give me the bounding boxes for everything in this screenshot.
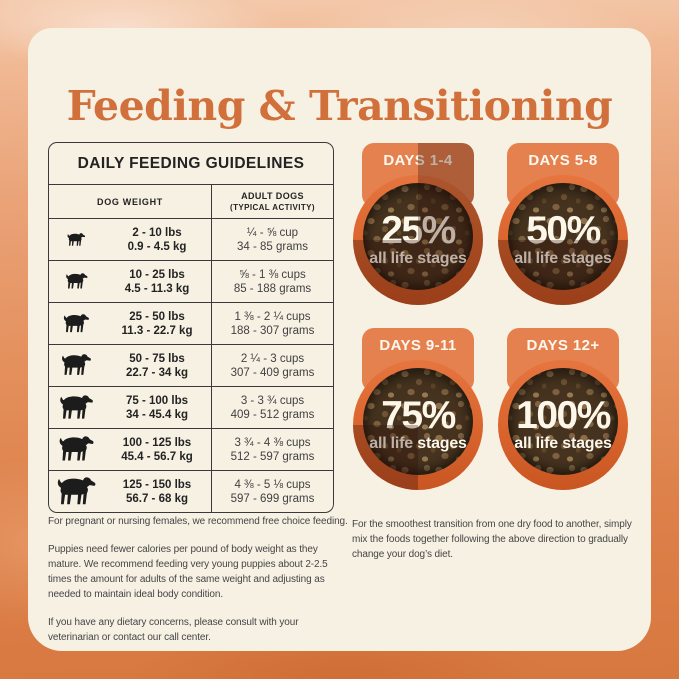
column-header-dog-weight: DOG WEIGHT	[49, 185, 212, 218]
serving-cups: ⅝ - 1 ⅜ cups	[239, 268, 306, 281]
dog-icon	[49, 394, 103, 421]
serving-grams: 597 - 699 grams	[230, 492, 315, 505]
percent-label: 100%	[516, 394, 611, 437]
bowl-text: 50% all life stages	[498, 211, 628, 268]
dog-icon	[49, 313, 103, 334]
serving-grams: 34 - 85 grams	[237, 240, 308, 253]
weight-kg: 45.4 - 56.7 kg	[121, 450, 193, 463]
kibble-texture	[508, 368, 618, 475]
serving-cups: 3 ¾ - 4 ⅜ cups	[234, 436, 311, 449]
table-row: 10 - 25 lbs 4.5 - 11.3 kg ⅝ - 1 ⅜ cups 85 …	[49, 261, 333, 303]
bowl-text: 25% all life stages	[353, 211, 483, 268]
serving-grams: 307 - 409 grams	[230, 366, 315, 379]
dog-icon	[49, 232, 103, 247]
bowl-text: 75% all life stages	[353, 396, 483, 453]
kibble-bowl: 25% all life stages	[353, 175, 483, 305]
transition-bowls-grid: DAYS 1-4 25% all life stages DAYS 5-8	[348, 143, 636, 490]
weight-kg: 11.3 - 22.7 kg	[121, 324, 193, 337]
table-row: 50 - 75 lbs 22.7 - 34 kg 2 ¼ - 3 cups 307 …	[49, 345, 333, 387]
table-header-row: DOG WEIGHT ADULT DOGS (TYPICAL ACTIVITY)	[49, 185, 333, 219]
weight-kg: 0.9 - 4.5 kg	[127, 240, 187, 253]
footnote-puppies: Puppies need fewer calories per pound of…	[48, 544, 328, 600]
table-row: 125 - 150 lbs 56.7 - 68 kg 4 ⅜ - 5 ⅛ cups…	[49, 471, 333, 512]
table-row: 2 - 10 lbs 0.9 - 4.5 kg ¼ - ⅝ cup 34 - 85 …	[49, 219, 333, 261]
serving-cups: 2 ¼ - 3 cups	[240, 352, 305, 365]
column-header-adult-dogs: ADULT DOGS (TYPICAL ACTIVITY)	[212, 185, 333, 218]
transition-footnote: For the smoothest transition from one dr…	[352, 517, 646, 575]
days-label: DAYS 1-4	[362, 152, 474, 169]
typical-activity-label: (TYPICAL ACTIVITY)	[230, 202, 315, 212]
serving-cups: 3 - 3 ¾ cups	[240, 394, 305, 407]
kibble-bowl: 75% all life stages	[353, 360, 483, 490]
feeding-guidelines-table: DAILY FEEDING GUIDELINES DOG WEIGHT ADUL…	[48, 142, 334, 513]
percent-label: 75%	[353, 396, 483, 436]
infographic-card: Feeding & Transitioning DAILY FEEDING GU…	[28, 28, 651, 651]
days-label: DAYS 5-8	[507, 152, 619, 169]
old-food-shade	[353, 175, 483, 305]
footnote-dietary-concerns: If you have any dietary concerns, please…	[48, 617, 299, 643]
serving-grams: 409 - 512 grams	[230, 408, 315, 421]
percent-label: 25%	[353, 211, 483, 251]
feeding-footnotes: For pregnant or nursing females, we reco…	[48, 514, 350, 658]
weight-kg: 56.7 - 68 kg	[125, 492, 188, 505]
page-title: Feeding & Transitioning	[66, 82, 613, 130]
transition-step-days-5-8: DAYS 5-8 50% all life stages	[493, 143, 633, 305]
transition-step-days-1-4: DAYS 1-4 25% all life stages	[348, 143, 488, 305]
footnote-pregnant-nursing: For pregnant or nursing females, we reco…	[48, 516, 348, 527]
weight-kg: 34 - 45.4 kg	[125, 408, 188, 421]
weight-lbs: 25 - 50 lbs	[129, 310, 185, 323]
table-row: 100 - 125 lbs 45.4 - 56.7 kg 3 ¾ - 4 ⅜ cu…	[49, 429, 333, 471]
kibble-texture	[363, 368, 473, 475]
weight-kg: 22.7 - 34 kg	[125, 366, 188, 379]
table-title: DAILY FEEDING GUIDELINES	[49, 143, 333, 185]
kibble-texture	[363, 183, 473, 290]
serving-cups: 1 ⅜ - 2 ¼ cups	[234, 310, 311, 323]
weight-lbs: 100 - 125 lbs	[122, 436, 192, 449]
transition-step-days-9-11: DAYS 9-11 75% all life stages	[348, 328, 488, 490]
serving-cups: ¼ - ⅝ cup	[246, 226, 299, 239]
dog-icon	[49, 476, 103, 507]
life-stages-label: all life stages	[498, 250, 628, 268]
life-stages-label: all life stages	[353, 435, 483, 453]
weight-lbs: 10 - 25 lbs	[129, 268, 185, 281]
weight-lbs: 125 - 150 lbs	[122, 478, 192, 491]
life-stages-label: all life stages	[514, 435, 612, 452]
old-food-shade	[498, 175, 628, 305]
life-stages-label: all life stages	[353, 250, 483, 268]
dog-icon	[49, 273, 103, 290]
serving-grams: 188 - 307 grams	[230, 324, 315, 337]
table-row: 75 - 100 lbs 34 - 45.4 kg 3 - 3 ¾ cups 409…	[49, 387, 333, 429]
weight-lbs: 50 - 75 lbs	[129, 352, 185, 365]
kibble-bowl: 50% all life stages	[498, 175, 628, 305]
old-food-shade	[353, 360, 483, 490]
days-label: DAYS 9-11	[362, 337, 474, 354]
table-row: 25 - 50 lbs 11.3 - 22.7 kg 1 ⅜ - 2 ¼ cups…	[49, 303, 333, 345]
weight-lbs: 75 - 100 lbs	[125, 394, 188, 407]
serving-grams: 85 - 188 grams	[233, 282, 312, 295]
serving-grams: 512 - 597 grams	[230, 450, 315, 463]
dog-icon	[49, 436, 103, 463]
kibble-texture	[508, 183, 618, 290]
adult-dogs-label: ADULT DOGS	[241, 190, 304, 201]
serving-cups: 4 ⅜ - 5 ⅛ cups	[234, 478, 311, 491]
kibble-bowl: 100% all life stages	[498, 360, 628, 490]
transition-note: For the smoothest transition from one dr…	[352, 519, 632, 560]
dog-icon	[49, 354, 103, 377]
transition-step-days-12-plus: DAYS 12+ 100% all life stages	[493, 328, 633, 490]
bowl-text: 100% all life stages	[498, 396, 628, 453]
weight-lbs: 2 - 10 lbs	[132, 226, 182, 239]
days-label: DAYS 12+	[526, 337, 600, 354]
weight-kg: 4.5 - 11.3 kg	[124, 282, 190, 295]
percent-label: 50%	[498, 211, 628, 251]
